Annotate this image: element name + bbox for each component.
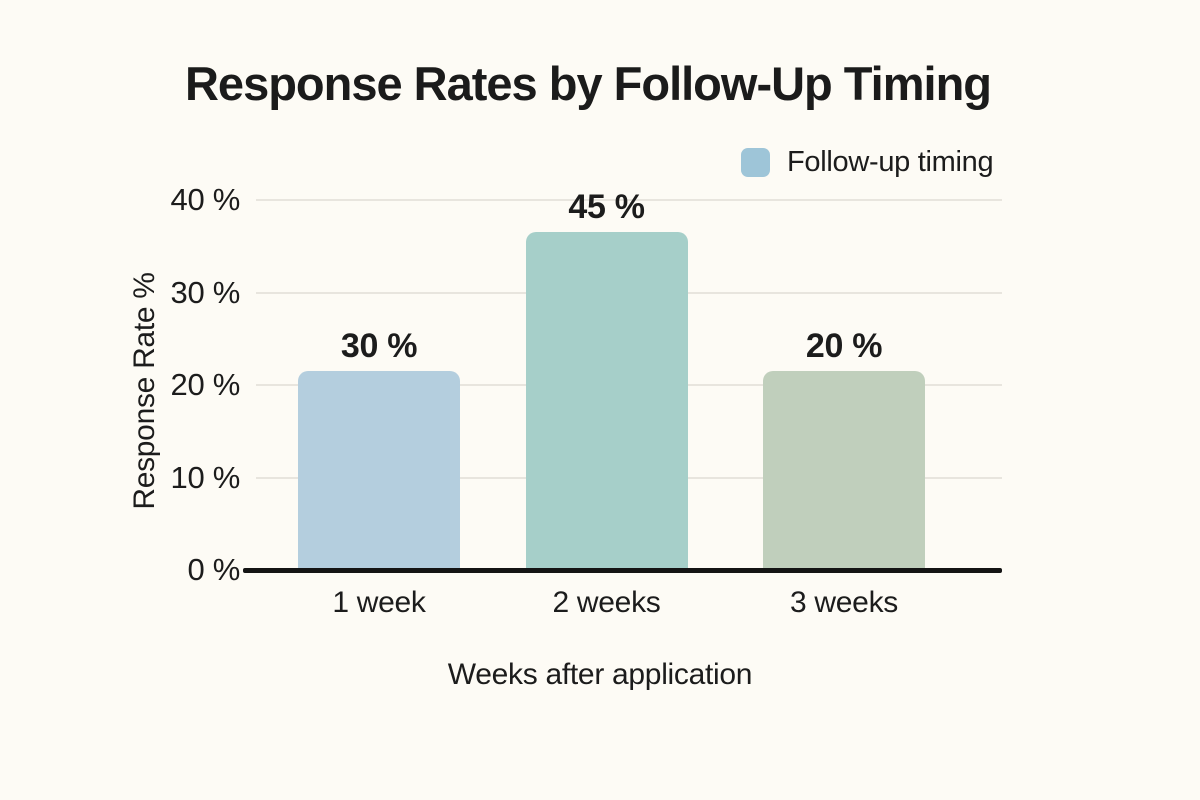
bar-2-weeks bbox=[525, 232, 688, 570]
x-tick-label-1: 1 week bbox=[332, 586, 426, 619]
y-tick-label-30: 30 % bbox=[170, 274, 241, 310]
legend-label: Follow-up timing bbox=[787, 146, 994, 178]
bar-value-label-1: 30 % bbox=[340, 327, 418, 366]
y-tick-label-0: 0 % bbox=[187, 552, 240, 587]
y-tick-label-20: 20 % bbox=[170, 367, 241, 402]
x-axis-title: Weeks after application bbox=[447, 658, 753, 691]
x-tick-label-2: 2 weeks bbox=[552, 586, 661, 619]
bar-value-label-2: 45 % bbox=[568, 188, 645, 227]
bar-value-label-3: 20 % bbox=[805, 327, 883, 366]
x-axis-line bbox=[243, 568, 1002, 573]
y-tick-label-40: 40 % bbox=[170, 182, 241, 217]
x-tick-label-3: 3 weeks bbox=[790, 586, 898, 619]
y-tick-label-10: 10 % bbox=[170, 459, 241, 495]
legend: Follow-up timing bbox=[741, 146, 994, 179]
bar-3-weeks bbox=[763, 371, 925, 570]
chart-title: Response Rates by Follow-Up Timing bbox=[184, 57, 992, 110]
bar-1-week bbox=[298, 371, 460, 570]
gridline-40 bbox=[256, 199, 1002, 201]
legend-swatch-icon bbox=[741, 148, 770, 177]
